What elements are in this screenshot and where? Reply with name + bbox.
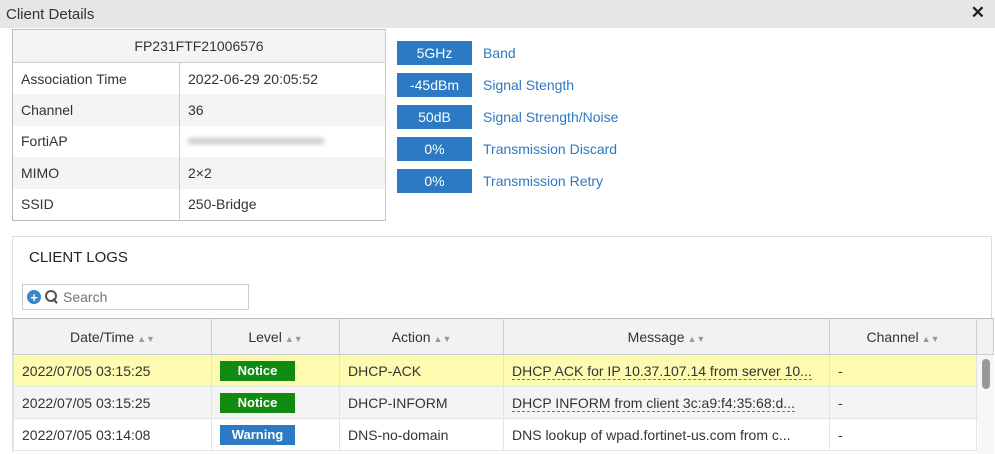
cell-level: Notice (211, 354, 340, 387)
search-box[interactable]: + (22, 284, 249, 310)
info-label: Channel (12, 94, 180, 126)
level-badge: Notice (220, 360, 295, 381)
blurred-value (188, 128, 338, 155)
stat-badge: 5GHz (397, 41, 472, 65)
sort-icon: ▲▼ (137, 333, 155, 344)
client-info-table: FP231FTF21006576 Association Time 2022-06… (12, 29, 386, 221)
sort-icon: ▲▼ (687, 333, 706, 344)
stats-list: 5GHz Band -45dBm Signal Stength 50dB Signal… (397, 37, 618, 197)
logs-table: Date/Time ▲▼ Level ▲▼ Action ▲▼ Message ▲▼ C… (13, 318, 994, 451)
table-row[interactable]: 2022/07/05 03:15:25 Notice DHCP-ACK DHCP… (13, 354, 994, 387)
sort-icon: ▲▼ (284, 333, 303, 344)
column-header-action[interactable]: Action ▲▼ (339, 318, 504, 355)
stat-link[interactable]: Band (483, 45, 516, 61)
scrollbar-thumb[interactable] (982, 359, 990, 389)
client-logs-panel: CLIENT LOGS + Date/Time▲▼ Level▲▼ Action… (12, 236, 994, 454)
column-header-datetime[interactable]: Date/Time ▲▼ (13, 318, 212, 355)
table-row[interactable]: 2022/07/05 03:15:25 Notice DHCP-INFORM D… (13, 386, 994, 419)
level-badge: Warning (220, 424, 295, 445)
info-value: 250-Bridge (179, 188, 386, 220)
stat-badge: 0% (397, 169, 472, 193)
stat-link[interactable]: Transmission Retry (483, 173, 604, 189)
stat-link[interactable]: Signal Stength (483, 77, 575, 93)
info-label: MIMO (12, 157, 180, 189)
scrollbar[interactable] (978, 355, 994, 454)
info-value: 36 (179, 94, 386, 126)
table-header: Date/Time ▲▼ Level ▲▼ Action ▲▼ Message ▲▼ C… (13, 318, 994, 355)
cell-level: Notice (211, 386, 340, 419)
stat-badge: 50dB (397, 105, 472, 129)
info-label: SSID (12, 188, 180, 220)
stat-signal: -45dBm Signal Stength (397, 69, 618, 101)
message-text[interactable]: DHCP ACK for IP 10.37.107.14 from server… (512, 362, 812, 380)
stat-retry: 0% Transmission Retry (397, 165, 618, 197)
search-icon (45, 290, 59, 304)
sort-icon: ▲▼ (921, 333, 940, 344)
cell-time: 2022/07/05 03:15:25 (13, 386, 212, 419)
stat-discard: 0% Transmission Discard (397, 133, 618, 165)
search-input[interactable] (63, 289, 233, 305)
info-value-blurred (179, 125, 386, 157)
info-value: 2022-06-29 20:05:52 (179, 62, 386, 94)
logs-title: CLIENT LOGS (29, 249, 128, 266)
column-header-level[interactable]: Level ▲▼ (211, 318, 340, 355)
cell-time: 2022/07/05 03:15:25 (13, 354, 212, 387)
table-row[interactable]: 2022/07/05 03:14:08 Warning DNS-no-domai… (13, 418, 994, 451)
column-header-channel[interactable]: Channel ▲▼ (829, 318, 977, 355)
message-text[interactable]: DHCP INFORM from client 3c:a9:f4:35:68:d… (512, 394, 795, 412)
info-value: 2×2 (179, 157, 386, 189)
cell-message: DNS lookup of wpad.fortinet-us.com from … (503, 418, 830, 451)
cell-time: 2022/07/05 03:14:08 (13, 418, 212, 451)
cell-channel: - (829, 418, 977, 451)
cell-level: Warning (211, 418, 340, 451)
cell-action: DHCP-ACK (339, 354, 504, 387)
stat-link[interactable]: Transmission Discard (483, 141, 618, 157)
column-header-message[interactable]: Message ▲▼ (503, 318, 830, 355)
stat-snr: 50dB Signal Strength/Noise (397, 101, 618, 133)
cell-action: DNS-no-domain (339, 418, 504, 451)
add-filter-icon[interactable]: + (27, 290, 41, 304)
cell-channel: - (829, 354, 977, 387)
cell-message: DHCP ACK for IP 10.37.107.14 from server… (503, 354, 830, 387)
sort-icon: ▲▼ (433, 333, 452, 344)
info-label: FortiAP (12, 125, 180, 157)
stat-badge: 0% (397, 137, 472, 161)
header-spacer (976, 318, 994, 355)
info-label: Association Time (12, 62, 180, 94)
title-bar: Client Details ✕ (0, 0, 995, 28)
device-serial: FP231FTF21006576 (12, 29, 386, 63)
cell-message: DHCP INFORM from client 3c:a9:f4:35:68:d… (503, 386, 830, 419)
cell-channel: - (829, 386, 977, 419)
close-icon[interactable]: ✕ (970, 3, 985, 22)
stat-link[interactable]: Signal Strength/Noise (483, 109, 619, 125)
cell-action: DHCP-INFORM (339, 386, 504, 419)
window-title: Client Details (6, 5, 95, 23)
stat-band: 5GHz Band (397, 37, 618, 69)
stat-badge: -45dBm (397, 73, 472, 97)
level-badge: Notice (220, 392, 295, 413)
